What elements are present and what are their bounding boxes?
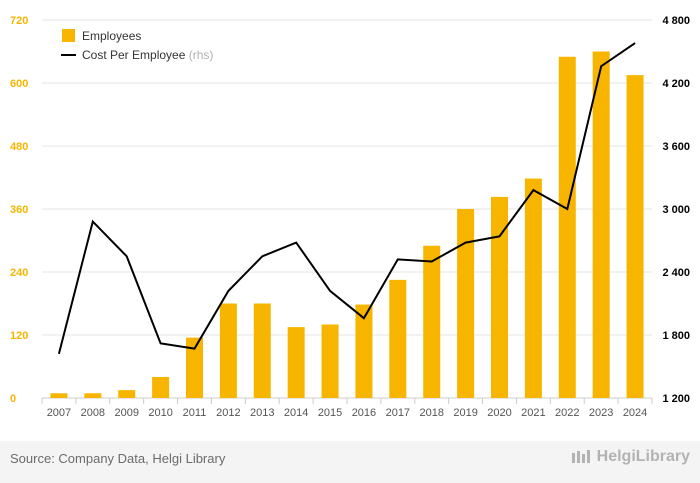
bar-employees [186, 337, 203, 398]
x-tick-label: 2017 [386, 407, 410, 419]
bar-employees [626, 75, 644, 398]
y-left-tick-label: 600 [10, 78, 28, 90]
bar-employees [219, 303, 237, 398]
y-right-tick-label: 4 200 [662, 78, 690, 90]
x-tick-label: 2007 [47, 407, 71, 419]
source-note: Source: Company Data, Helgi Library [10, 451, 226, 466]
legend-label-employees: Employees [82, 29, 141, 43]
x-tick-label: 2009 [114, 407, 138, 419]
x-tick-label: 2022 [555, 407, 579, 419]
brand-name: HelgiLibrary [596, 448, 690, 465]
bar-employees [321, 324, 339, 398]
y-left-tick-label: 480 [10, 141, 28, 153]
bar-employees [558, 56, 576, 398]
x-tick-label: 2013 [250, 407, 274, 419]
x-tick-label: 2012 [216, 407, 240, 419]
x-tick-label: 2020 [487, 407, 511, 419]
bar-employees [84, 393, 102, 398]
legend-suffix-rhs: (rhs) [189, 48, 214, 62]
footer: Source: Company Data, Helgi Library Helg… [0, 441, 700, 483]
bar-employees [355, 304, 373, 398]
y-right-tick-label: 1 200 [662, 393, 690, 405]
brand-logo[interactable]: HelgiLibrary [571, 448, 690, 466]
bar-employees [524, 178, 542, 398]
x-tick-label: 2011 [183, 407, 207, 419]
legend-label-cost: Cost Per Employee (rhs) [82, 48, 213, 62]
y-right-tick-label: 1 800 [662, 330, 690, 342]
library-icon [571, 449, 593, 465]
combo-chart: 0 120 240 360 480 600 720 1 200 1 800 2 400 3 000 3… [10, 15, 690, 419]
y-left-tick-label: 360 [10, 204, 28, 216]
bar-employees [253, 303, 271, 398]
legend-swatch-employees [62, 29, 75, 42]
x-tick-label: 2018 [419, 407, 443, 419]
bar-employees [118, 390, 136, 398]
bar-employees [152, 377, 170, 398]
x-tick-label: 2021 [521, 407, 545, 419]
x-tick-label: 2015 [318, 407, 342, 419]
bar-employees [592, 51, 610, 398]
y-left-tick-label: 120 [10, 330, 28, 342]
x-tick-label: 2019 [453, 407, 477, 419]
y-right-tick-label: 3 600 [662, 141, 690, 153]
y-right-tick-label: 2 400 [662, 267, 690, 279]
bar-employees [389, 279, 407, 398]
bar-employees [50, 393, 68, 398]
y-right-tick-label: 3 000 [662, 204, 690, 216]
bar-employees [457, 209, 475, 398]
bar-employees [423, 245, 441, 398]
x-tick-label: 2023 [589, 407, 613, 419]
bar-employees [287, 327, 305, 398]
x-tick-label: 2010 [148, 407, 172, 419]
y-left-tick-label: 240 [10, 267, 28, 279]
x-tick-label: 2008 [81, 407, 105, 419]
y-right-tick-label: 4 800 [662, 15, 690, 27]
y-left-tick-label: 720 [10, 15, 28, 27]
bar-employees [491, 196, 508, 398]
x-tick-label: 2014 [284, 407, 308, 419]
y-left-tick-label: 0 [10, 393, 16, 405]
line-cost-per-employee [57, 42, 636, 355]
x-tick-label: 2024 [623, 407, 647, 419]
x-tick-label: 2016 [352, 407, 376, 419]
